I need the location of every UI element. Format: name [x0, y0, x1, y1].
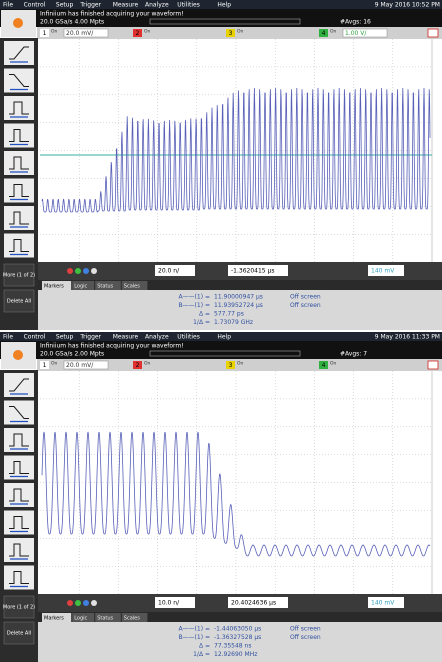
- channel-number[interactable]: 3: [229, 30, 233, 37]
- marker-value: 577.77 ps: [214, 311, 244, 318]
- color-dot[interactable]: [91, 600, 97, 606]
- marker-note: Off screen: [290, 294, 321, 301]
- marker-note: Off screen: [290, 634, 321, 641]
- menu-item[interactable]: Help: [217, 1, 231, 8]
- color-dot[interactable]: [75, 268, 81, 274]
- channel-scale[interactable]: 20.0 mV/: [66, 30, 94, 37]
- color-dot[interactable]: [83, 600, 89, 606]
- channel-number[interactable]: 2: [136, 362, 140, 369]
- marker-label: B——(1) =: [178, 302, 210, 309]
- color-dot[interactable]: [91, 268, 97, 274]
- marker-value: -1.44063050 µs: [214, 626, 261, 633]
- color-dot[interactable]: [67, 600, 73, 606]
- time-scale[interactable]: 10.0 n/: [158, 600, 180, 607]
- tab-label[interactable]: Scales: [124, 615, 140, 621]
- marker-label: Δ =: [199, 311, 210, 318]
- trigger-level[interactable]: 140 mV: [371, 268, 395, 275]
- marker-label: B——(1) =: [178, 634, 210, 641]
- channel-number[interactable]: 4: [322, 362, 326, 369]
- position[interactable]: -1.3620415 µs: [231, 268, 274, 275]
- screenshots: File Control Setup Trigger Measure Analyze Uti…: [0, 0, 442, 662]
- channel-state: On: [51, 29, 58, 35]
- marker-label: A——(1) =: [178, 626, 210, 633]
- menu-item[interactable]: Measure: [113, 1, 139, 8]
- marker-value: 11.90000947 µs: [214, 294, 263, 301]
- marker-value: -1.36327528 µs: [214, 634, 261, 641]
- trigger-level[interactable]: 140 mV: [371, 600, 395, 607]
- marker-value: 77.35548 ns: [214, 643, 251, 650]
- channel-number[interactable]: 1: [43, 30, 47, 37]
- marker-value: 11.93952724 µs: [214, 302, 263, 309]
- channel-state: On: [330, 361, 337, 367]
- menu-item[interactable]: Control: [24, 333, 46, 340]
- tab-label[interactable]: Logic: [74, 283, 87, 289]
- acquisition: 20.0 GSa/s 2.00 Mpts: [40, 351, 104, 358]
- time-scale[interactable]: 20.0 n/: [158, 268, 180, 275]
- close-button[interactable]: [428, 29, 438, 37]
- channel-scale[interactable]: 1.00 V/: [345, 30, 367, 37]
- marker-label: 1/Δ =: [193, 319, 210, 326]
- averages: #Avgs: 7: [340, 351, 367, 358]
- channel-number[interactable]: 4: [322, 30, 326, 37]
- channel-state: On: [237, 29, 244, 35]
- tab-label[interactable]: Status: [97, 283, 113, 289]
- marker-label: A——(1) =: [178, 294, 210, 301]
- close-button[interactable]: [428, 361, 438, 369]
- channel-state: On: [144, 361, 151, 367]
- menu-item[interactable]: Analyze: [145, 333, 169, 340]
- menu-item[interactable]: Setup: [56, 1, 74, 8]
- logo-sun: [13, 350, 23, 360]
- channel-state: On: [144, 29, 151, 35]
- color-dot[interactable]: [75, 600, 81, 606]
- tab-label[interactable]: Logic: [74, 615, 87, 621]
- scope-window: File Control Setup Trigger Measure Analyze Uti…: [0, 332, 442, 662]
- marker-value: 12.92690 MHz: [214, 651, 257, 658]
- channel-number[interactable]: 3: [229, 362, 233, 369]
- more-label[interactable]: More (1 of 2): [3, 273, 35, 279]
- date: 9 May 2016 11:33 PM: [375, 333, 440, 340]
- menu-item[interactable]: File: [3, 333, 13, 340]
- channel-state: On: [51, 361, 58, 367]
- marker-note: Off screen: [290, 626, 321, 633]
- menu-item[interactable]: Setup: [56, 333, 74, 340]
- date: 9 May 2016 10:52 PM: [375, 1, 440, 8]
- menu-item[interactable]: Control: [24, 1, 46, 8]
- menu-item[interactable]: Help: [217, 333, 231, 340]
- marker-label: Δ =: [199, 643, 210, 650]
- tab-label[interactable]: Status: [97, 615, 113, 621]
- acquisition: 20.0 GSa/s 4.00 Mpts: [40, 19, 104, 26]
- menu-item[interactable]: Trigger: [79, 333, 101, 340]
- menu-item[interactable]: Utilities: [177, 333, 200, 340]
- color-dot[interactable]: [67, 268, 73, 274]
- delete-label[interactable]: Delete All: [7, 299, 31, 305]
- position[interactable]: 20.4024636 µs: [231, 600, 276, 607]
- menu-item[interactable]: File: [3, 1, 13, 8]
- marker-label: 1/Δ =: [193, 651, 210, 658]
- menu-item[interactable]: Analyze: [145, 1, 169, 8]
- status-text: Infiniium has finished acquiring your wa…: [40, 343, 184, 350]
- logo-sun: [13, 18, 23, 28]
- marker-note: Off screen: [290, 302, 321, 309]
- channel-state: On: [330, 29, 337, 35]
- averages: #Avgs: 16: [340, 19, 371, 26]
- channel-scale[interactable]: 20.0 mV/: [66, 362, 94, 369]
- tab-label[interactable]: Markers: [44, 615, 64, 621]
- tool-button[interactable]: [4, 428, 34, 452]
- marker-value: 1.73079 GHz: [214, 319, 253, 326]
- status-text: Infiniium has finished acquiring your wa…: [40, 11, 184, 18]
- channel-number[interactable]: 1: [43, 362, 47, 369]
- tab-label[interactable]: Scales: [124, 283, 140, 289]
- menu-item[interactable]: Measure: [113, 333, 139, 340]
- channel-state: On: [237, 361, 244, 367]
- scope-window: File Control Setup Trigger Measure Analyze Uti…: [0, 0, 442, 330]
- tab-label[interactable]: Markers: [44, 283, 64, 289]
- more-label[interactable]: More (1 of 2): [3, 605, 35, 611]
- channel-number[interactable]: 2: [136, 30, 140, 37]
- delete-label[interactable]: Delete All: [7, 631, 31, 637]
- menu-item[interactable]: Utilities: [177, 1, 200, 8]
- menu-item[interactable]: Trigger: [79, 1, 101, 8]
- color-dot[interactable]: [83, 268, 89, 274]
